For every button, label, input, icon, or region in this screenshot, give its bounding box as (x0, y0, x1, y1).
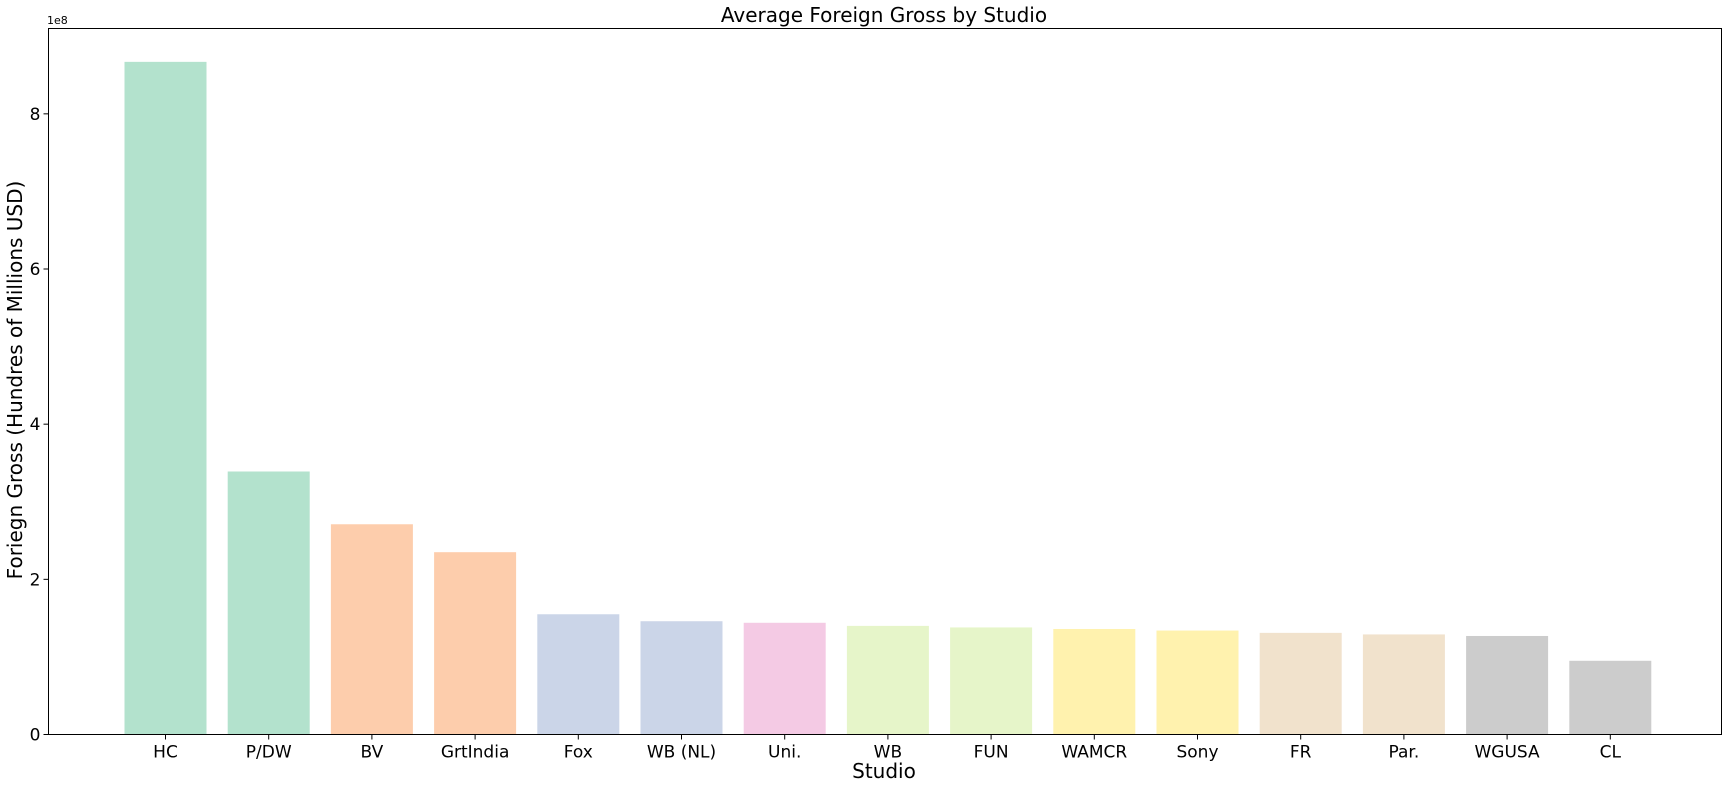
x-tick-label: P/DW (246, 743, 292, 763)
x-tick-label: WAMCR (1061, 743, 1127, 763)
y-axis-label: Foriegn Gross (Hundres of Millions USD) (3, 181, 27, 580)
x-tick-label: CL (1600, 743, 1622, 763)
y-tick-label: 0 (30, 726, 41, 746)
x-tick-label: WB (874, 743, 902, 763)
bar-hc (124, 61, 207, 735)
x-tick-label: WB (NL) (647, 743, 716, 763)
bar-sony (1156, 630, 1239, 735)
bar-p-dw (227, 471, 310, 735)
y-ticks-group: 0 2 4 6 8 (30, 105, 49, 746)
x-axis-label: Studio (852, 759, 916, 783)
x-tick-label: FUN (974, 743, 1009, 763)
bar-fun (950, 627, 1033, 735)
bar-bv (330, 524, 413, 735)
y-axis-offset-label: 1e8 (47, 14, 68, 27)
x-tick-label: Fox (564, 743, 593, 763)
bar-wamcr (1053, 628, 1136, 735)
bar-par (1362, 634, 1445, 735)
bar-fr (1259, 632, 1342, 735)
x-tick-label: HC (153, 743, 178, 763)
bars-group (124, 61, 1652, 735)
bar-fox (537, 614, 620, 735)
bar-uni (743, 622, 826, 735)
bar-grtindia (434, 552, 517, 735)
x-tick-label: FR (1290, 743, 1312, 763)
x-tick-label: BV (361, 743, 384, 763)
x-ticks-group: HC P/DW BV GrtIndia Fox WB (NL) Uni. WB FUN WAMCR… (153, 734, 1622, 763)
chart-title: Average Foreign Gross by Studio (721, 3, 1047, 27)
y-tick-label: 6 (30, 260, 41, 280)
x-tick-label: Sony (1176, 743, 1218, 763)
bar-wb-nl (640, 621, 723, 735)
x-tick-label: WGUSA (1475, 743, 1541, 763)
bar-wgusa (1466, 635, 1549, 735)
x-tick-label: Uni. (768, 743, 801, 763)
y-tick-label: 4 (30, 415, 41, 435)
y-tick-label: 8 (30, 105, 41, 125)
x-tick-label: Par. (1389, 743, 1420, 763)
bar-cl (1569, 660, 1652, 735)
y-tick-label: 2 (30, 570, 41, 590)
x-tick-label: GrtIndia (441, 743, 510, 763)
bar-wb (846, 625, 929, 735)
plot-frame (48, 28, 1722, 735)
